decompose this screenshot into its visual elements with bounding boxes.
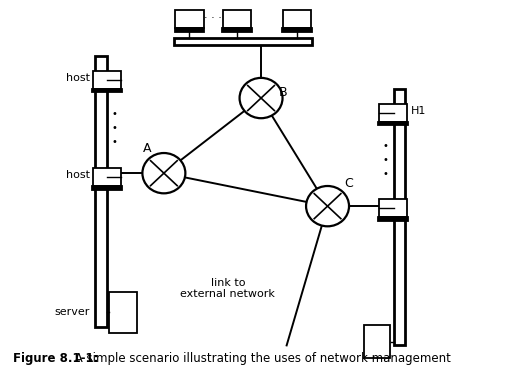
Text: host: host xyxy=(66,170,90,180)
Text: Figure 8.1-1:: Figure 8.1-1: xyxy=(13,352,98,365)
Bar xyxy=(222,28,252,32)
Bar xyxy=(95,56,107,327)
Bar xyxy=(109,292,137,333)
Bar xyxy=(93,71,121,89)
Text: C: C xyxy=(344,177,353,190)
Bar xyxy=(378,217,408,221)
Bar xyxy=(282,28,312,32)
Bar xyxy=(364,325,390,358)
Text: server: server xyxy=(55,307,90,317)
Ellipse shape xyxy=(239,78,282,118)
Text: H1: H1 xyxy=(411,106,427,116)
Text: A: A xyxy=(143,142,151,155)
Bar xyxy=(379,199,407,217)
Bar xyxy=(223,10,251,28)
Ellipse shape xyxy=(306,186,349,226)
Text: link to
external network: link to external network xyxy=(180,278,275,299)
Bar xyxy=(378,122,408,125)
Text: A simple scenario illustrating the uses of network management: A simple scenario illustrating the uses … xyxy=(71,352,451,365)
Bar xyxy=(174,38,312,45)
Text: B: B xyxy=(279,86,287,99)
Text: host: host xyxy=(66,73,90,83)
Bar xyxy=(379,104,407,122)
Bar xyxy=(93,89,122,92)
Text: . . .: . . . xyxy=(204,10,222,20)
Bar xyxy=(175,10,204,28)
Text: •
•
•: • • • xyxy=(383,141,389,179)
Bar xyxy=(393,89,405,346)
Bar xyxy=(93,186,122,189)
Bar xyxy=(283,10,311,28)
Ellipse shape xyxy=(142,153,186,193)
Bar xyxy=(93,168,121,186)
Bar xyxy=(175,28,204,32)
Text: •
•
•: • • • xyxy=(111,109,117,147)
